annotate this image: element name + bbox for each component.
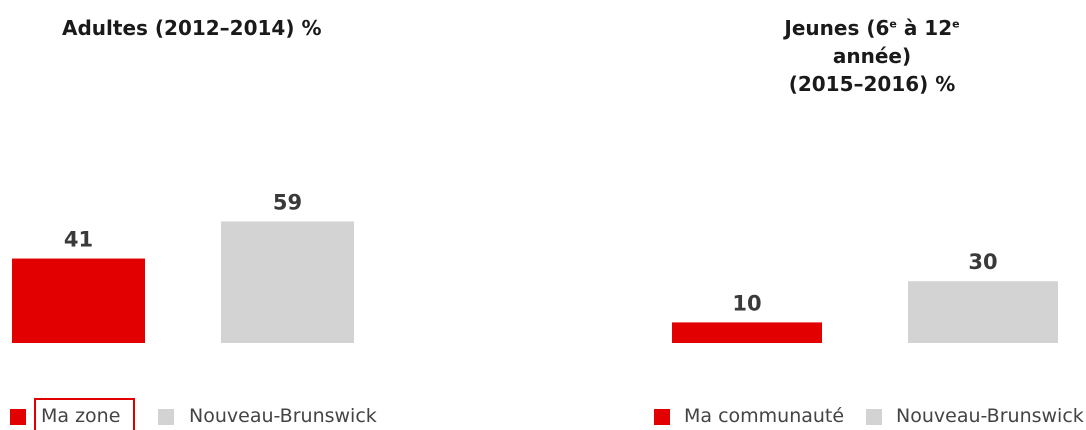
bar-youth-1 [908, 281, 1058, 343]
youth-title-line2: (2015–2016) % [788, 72, 956, 96]
bar-adults-1 [221, 221, 354, 343]
data-label: 10 [732, 291, 761, 315]
data-label: 59 [273, 190, 302, 214]
youth-title-part: année) [832, 44, 912, 68]
legend-highlight-box [34, 398, 135, 430]
data-label: 41 [64, 228, 93, 252]
chart-title-adults: Adultes (2012–2014) % [62, 16, 322, 40]
data-label: 30 [968, 250, 997, 274]
legend-label: Nouveau-Brunswick [189, 405, 377, 427]
legend-left: Ma zone Nouveau-Brunswick [0, 402, 520, 430]
youth-title-part: Jeunes (6 [784, 16, 890, 40]
bar-youth-0 [672, 322, 822, 343]
chart-title-youth: Jeunes (6e à 12e année) (2015–2016) % [742, 14, 1002, 98]
youth-title-sup: e [889, 17, 897, 31]
legend-swatch-red [10, 409, 26, 425]
legend-label: Nouveau-Brunswick [896, 405, 1084, 427]
legend-label: Ma zone [41, 405, 121, 427]
legend-swatch-gray [158, 409, 174, 425]
bar-charts: 41 59 10 30 [12, 190, 1058, 343]
legend-right: Ma communauté Nouveau-Brunswick [600, 402, 1086, 430]
legend-swatch-gray [866, 409, 882, 425]
bar-adults-0 [12, 258, 145, 343]
legend-label: Ma communauté [684, 405, 845, 427]
youth-title-sup: e [952, 17, 960, 31]
legend-swatch-red [654, 409, 670, 425]
youth-title-part: à 12 [896, 16, 953, 40]
